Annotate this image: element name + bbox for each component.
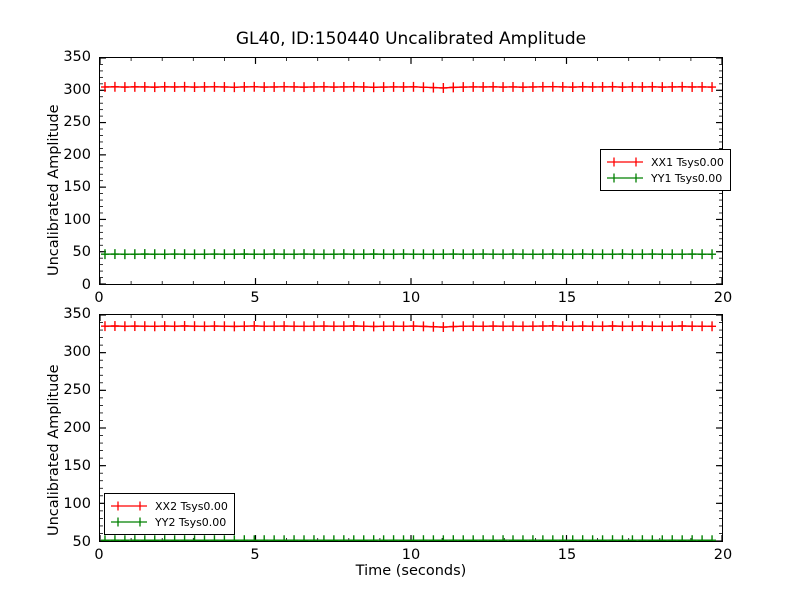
y-tick-label: 300 bbox=[63, 344, 91, 360]
legend-swatch-xx1-icon bbox=[607, 157, 643, 167]
x-tick-label: 5 bbox=[250, 547, 260, 563]
y-tick-label: 250 bbox=[63, 114, 91, 131]
x-tick-label: 10 bbox=[401, 547, 421, 563]
legend-item: YY2 Tsys0.00 bbox=[110, 514, 228, 530]
x-tick-label: 15 bbox=[557, 290, 577, 306]
legend-top[interactable]: XX1 Tsys0.00 YY1 Tsys0.00 bbox=[600, 149, 731, 191]
legend-item: XX1 Tsys0.00 bbox=[606, 154, 724, 170]
x-tick-label: 0 bbox=[94, 290, 104, 306]
y-tick-label: 300 bbox=[63, 81, 91, 98]
legend-label-xx1: XX1 Tsys0.00 bbox=[651, 155, 724, 169]
x-tick-label: 0 bbox=[94, 547, 104, 563]
legend-label-xx2: XX2 Tsys0.00 bbox=[155, 499, 228, 513]
y-tick-label: 250 bbox=[63, 382, 91, 398]
y-tick-label: 350 bbox=[63, 49, 91, 65]
legend-swatch-yy1-icon bbox=[607, 173, 643, 183]
y-tick-label: 150 bbox=[63, 458, 91, 474]
y-tick-label: 50 bbox=[72, 534, 91, 550]
x-tick-label: 20 bbox=[713, 547, 733, 563]
y-tick-label: 150 bbox=[63, 179, 91, 196]
y-tick-label: 200 bbox=[63, 146, 91, 163]
y-tick-label: 100 bbox=[63, 496, 91, 512]
x-tick-label: 5 bbox=[250, 290, 260, 306]
y-tick-label: 100 bbox=[63, 211, 91, 228]
legend-item: YY1 Tsys0.00 bbox=[606, 170, 724, 186]
legend-label-yy1: YY1 Tsys0.00 bbox=[651, 171, 723, 185]
page-title: GL40, ID:150440 Uncalibrated Amplitude bbox=[235, 29, 587, 49]
x-tick-label: 15 bbox=[557, 547, 577, 563]
legend-label-yy2: YY2 Tsys0.00 bbox=[155, 515, 227, 529]
y-tick-label: 0 bbox=[81, 277, 91, 293]
y-tick-label: 350 bbox=[63, 306, 91, 322]
x-tick-label: 10 bbox=[401, 290, 421, 306]
x-tick-label: 20 bbox=[713, 290, 733, 306]
y-tick-label: 50 bbox=[72, 244, 91, 261]
legend-bottom[interactable]: XX2 Tsys0.00 YY2 Tsys0.00 bbox=[104, 493, 235, 535]
legend-item: XX2 Tsys0.00 bbox=[110, 498, 228, 514]
legend-swatch-yy2-icon bbox=[111, 517, 147, 527]
y-tick-label: 200 bbox=[63, 420, 91, 436]
legend-swatch-xx2-icon bbox=[111, 501, 147, 511]
x-axis-label: Time (seconds) bbox=[355, 563, 467, 579]
plot-canvas-top bbox=[100, 58, 722, 284]
plot-canvas-bottom bbox=[100, 315, 722, 541]
